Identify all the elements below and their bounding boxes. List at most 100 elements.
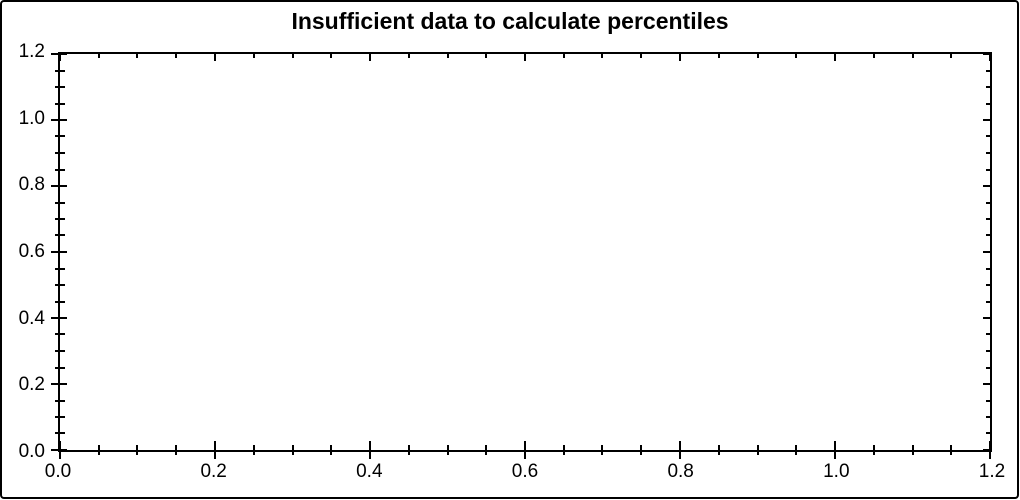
x-top-minor-tick bbox=[872, 54, 875, 58]
y-right-minor-tick bbox=[986, 300, 990, 303]
x-top-minor-tick bbox=[562, 54, 565, 58]
y-right-major-tick bbox=[983, 317, 990, 319]
x-top-minor-tick bbox=[330, 54, 333, 58]
y-minor-tick bbox=[55, 168, 65, 171]
y-tick-label: 0.6 bbox=[18, 241, 45, 262]
x-minor-tick bbox=[795, 445, 798, 455]
y-minor-tick bbox=[55, 366, 65, 369]
x-minor-tick bbox=[717, 445, 720, 455]
y-major-tick bbox=[51, 317, 67, 319]
y-minor-tick bbox=[55, 333, 65, 336]
y-minor-tick bbox=[55, 399, 65, 402]
y-tick-label: 1.2 bbox=[18, 41, 45, 62]
y-right-minor-tick bbox=[986, 102, 990, 105]
y-major-tick bbox=[51, 449, 67, 451]
y-right-minor-tick bbox=[986, 416, 990, 418]
y-right-minor-tick bbox=[986, 366, 990, 369]
y-minor-tick bbox=[55, 201, 65, 204]
y-right-minor-tick bbox=[986, 432, 990, 435]
y-right-major-tick bbox=[983, 184, 990, 187]
x-top-major-tick bbox=[679, 54, 681, 61]
x-top-minor-tick bbox=[97, 54, 100, 58]
y-tick-label: 0.4 bbox=[18, 307, 45, 329]
x-minor-tick bbox=[756, 445, 759, 455]
y-right-minor-tick bbox=[986, 399, 990, 402]
x-top-minor-tick bbox=[446, 54, 449, 58]
x-top-minor-tick bbox=[136, 54, 139, 58]
x-top-major-tick bbox=[368, 54, 371, 61]
x-minor-tick bbox=[640, 445, 643, 455]
x-top-minor-tick bbox=[950, 54, 953, 58]
x-top-major-tick bbox=[833, 54, 836, 61]
plot-area bbox=[51, 52, 992, 459]
y-minor-tick bbox=[55, 432, 65, 435]
x-major-tick bbox=[989, 441, 991, 459]
x-top-minor-tick bbox=[485, 54, 488, 58]
x-minor-tick bbox=[446, 445, 449, 455]
y-minor-tick bbox=[55, 234, 65, 237]
y-major-tick bbox=[51, 119, 67, 121]
x-major-tick bbox=[679, 441, 681, 459]
x-minor-tick bbox=[950, 445, 953, 455]
y-minor-tick bbox=[55, 350, 65, 352]
y-minor-tick bbox=[55, 416, 65, 418]
x-minor-tick bbox=[291, 445, 294, 455]
x-top-major-tick bbox=[214, 54, 216, 61]
x-top-major-tick bbox=[524, 54, 526, 61]
x-top-minor-tick bbox=[911, 54, 914, 58]
x-major-tick bbox=[524, 441, 526, 459]
y-major-tick bbox=[51, 184, 67, 187]
y-axis-tick-labels: 0.0 0.2 0.4 0.6 0.8 1.0 1.2 bbox=[0, 41, 45, 462]
y-major-tick bbox=[51, 53, 67, 55]
y-tick-label: 1.0 bbox=[18, 107, 45, 129]
x-minor-tick bbox=[136, 445, 139, 455]
x-tick-label: 0.8 bbox=[667, 461, 694, 482]
y-tick-label: 0.0 bbox=[18, 441, 45, 462]
x-tick-label: 0.2 bbox=[200, 461, 227, 482]
x-minor-tick bbox=[485, 445, 488, 455]
x-minor-tick bbox=[601, 445, 604, 455]
y-major-tick bbox=[51, 382, 67, 385]
x-major-tick bbox=[833, 441, 836, 459]
x-tick-label: 0.4 bbox=[356, 461, 383, 482]
x-minor-tick bbox=[911, 445, 914, 455]
y-minor-tick bbox=[55, 69, 65, 72]
y-tick-label: 0.2 bbox=[18, 374, 45, 396]
x-minor-tick bbox=[252, 445, 255, 455]
y-minor-tick bbox=[55, 218, 65, 220]
chart-title: Insufficient data to calculate percentil… bbox=[291, 8, 729, 34]
y-right-major-tick bbox=[983, 382, 990, 385]
x-top-minor-tick bbox=[175, 54, 178, 58]
y-minor-tick bbox=[55, 135, 65, 138]
y-right-major-tick bbox=[983, 119, 990, 121]
y-minor-tick bbox=[55, 267, 65, 270]
x-top-major-tick bbox=[989, 54, 991, 61]
y-right-minor-tick bbox=[986, 267, 990, 270]
x-top-minor-tick bbox=[795, 54, 798, 58]
x-tick-label: 0.0 bbox=[44, 461, 72, 482]
y-right-minor-tick bbox=[986, 168, 990, 171]
y-right-minor-tick bbox=[986, 333, 990, 336]
y-right-minor-tick bbox=[986, 85, 990, 88]
x-tick-label: 0.6 bbox=[511, 461, 539, 482]
y-right-major-tick bbox=[983, 251, 990, 253]
x-minor-tick bbox=[175, 445, 178, 455]
x-minor-tick bbox=[407, 445, 410, 455]
y-right-minor-tick bbox=[986, 69, 990, 72]
y-right-minor-tick bbox=[986, 152, 990, 154]
x-top-minor-tick bbox=[756, 54, 759, 58]
y-minor-tick bbox=[55, 300, 65, 303]
x-top-minor-tick bbox=[717, 54, 720, 58]
x-axis-tick-labels: 0.0 0.2 0.4 0.6 0.8 1.0 1.2 bbox=[45, 461, 1005, 487]
y-right-minor-tick bbox=[986, 135, 990, 138]
x-tick-label: 1.2 bbox=[978, 461, 1006, 482]
x-minor-tick bbox=[872, 445, 875, 455]
x-minor-tick bbox=[97, 445, 100, 455]
y-tick-label: 0.8 bbox=[18, 174, 45, 196]
y-right-minor-tick bbox=[986, 283, 990, 286]
x-minor-tick bbox=[562, 445, 565, 455]
x-top-minor-tick bbox=[407, 54, 410, 58]
x-major-tick bbox=[368, 441, 371, 459]
y-right-major-tick bbox=[983, 53, 990, 55]
